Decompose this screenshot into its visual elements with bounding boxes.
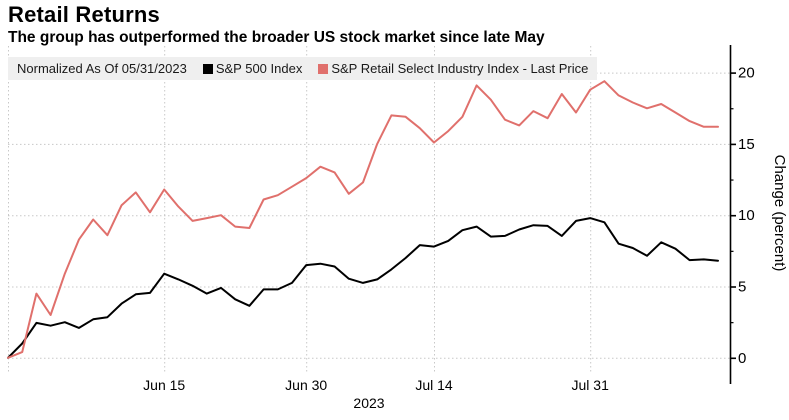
legend-item-retail-index[interactable]: S&P Retail Select Industry Index - Last … [318,61,588,76]
legend-note: Normalized As Of 05/31/2023 [17,61,187,76]
x-axis-year-label: 2023 [353,395,384,411]
y-tick-label: 20 [738,65,755,82]
x-tick-label: Jul 14 [415,377,453,393]
retail-index-swatch-icon [318,63,329,74]
sp500-line-series [7,217,719,359]
x-tick-label: Jun 30 [285,377,327,393]
x-gridlines [8,46,592,374]
x-tick-label: Jun 15 [143,377,185,393]
retail-index-line-series [7,80,719,359]
y-tick-label: 10 [738,207,755,224]
y-axis-ticks: 0 5 10 15 20 [730,65,755,367]
y-tick-label: 15 [738,136,755,153]
x-tick-label: Jul 31 [572,377,610,393]
x-axis-labels: Jun 15 Jun 30 Jul 14 Jul 31 2023 [143,377,609,411]
sp500-swatch-icon [202,63,213,74]
chart-subtitle: The group has outperformed the broader U… [8,29,545,46]
y-axis-title: Change (percent) [771,155,788,272]
chart-legend: Normalized As Of 05/31/2023 S&P 500 Inde… [8,57,598,80]
y-tick-label: 0 [738,350,746,367]
legend-item-sp500[interactable]: S&P 500 Index [202,61,302,76]
y-tick-label: 5 [738,279,746,296]
page-title: Retail Returns [8,2,160,27]
